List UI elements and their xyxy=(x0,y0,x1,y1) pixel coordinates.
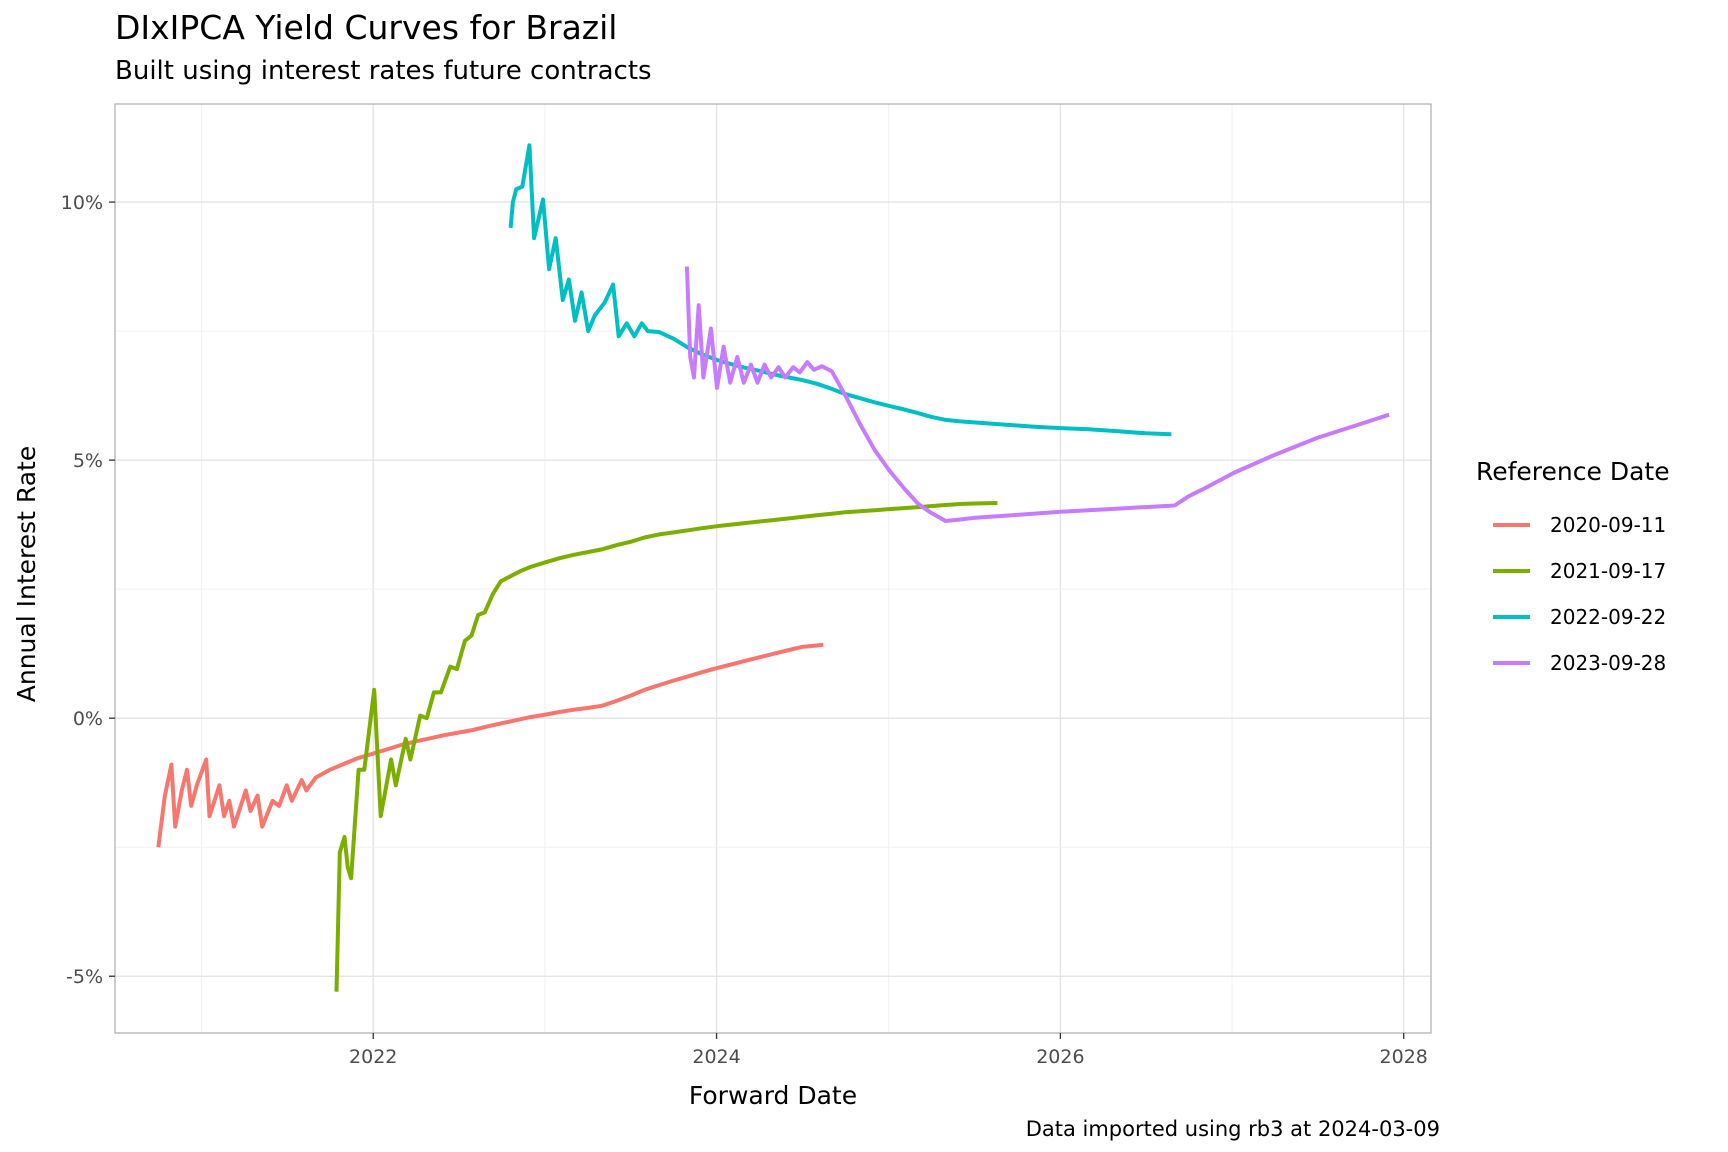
chart-subtitle: Built using interest rates future contra… xyxy=(115,56,652,86)
legend-label-2020-09-11: 2020-09-11 xyxy=(1550,513,1666,537)
x-axis-title: Forward Date xyxy=(689,1081,857,1110)
x-tick-label: 2026 xyxy=(1036,1046,1084,1068)
x-tick-label: 2024 xyxy=(692,1046,740,1068)
y-axis-title: Annual Interest Rate xyxy=(12,446,41,702)
legend: Reference Date 2020-09-11 2021-09-17 2022-… xyxy=(1476,457,1670,675)
legend-label-2022-09-22: 2022-09-22 xyxy=(1550,605,1666,629)
x-tick-label: 2022 xyxy=(349,1046,397,1068)
axes: 2022 2024 2026 2028 -5% 0% 5% 10% xyxy=(61,192,1428,1068)
chart-caption: Data imported using rb3 at 2024-03-09 xyxy=(1025,1117,1440,1141)
y-tick-label: 10% xyxy=(61,192,103,214)
grid xyxy=(115,104,1431,1033)
y-tick-label: -5% xyxy=(66,966,103,988)
legend-title: Reference Date xyxy=(1476,457,1670,486)
series-line-2023-09-28 xyxy=(684,266,1390,523)
legend-label-2023-09-28: 2023-09-28 xyxy=(1550,651,1666,675)
series-lines xyxy=(156,143,1390,992)
x-tick-label: 2028 xyxy=(1380,1046,1428,1068)
plot-panel-border xyxy=(114,103,1432,1034)
series-line-2022-09-22 xyxy=(508,143,1172,437)
series-line-2020-09-11 xyxy=(156,642,824,848)
series-line-2021-09-17 xyxy=(334,501,998,992)
y-tick-label: 5% xyxy=(73,450,103,472)
legend-label-2021-09-17: 2021-09-17 xyxy=(1550,559,1666,583)
y-tick-label: 0% xyxy=(73,708,103,730)
chart-title: DIxIPCA Yield Curves for Brazil xyxy=(115,8,618,47)
